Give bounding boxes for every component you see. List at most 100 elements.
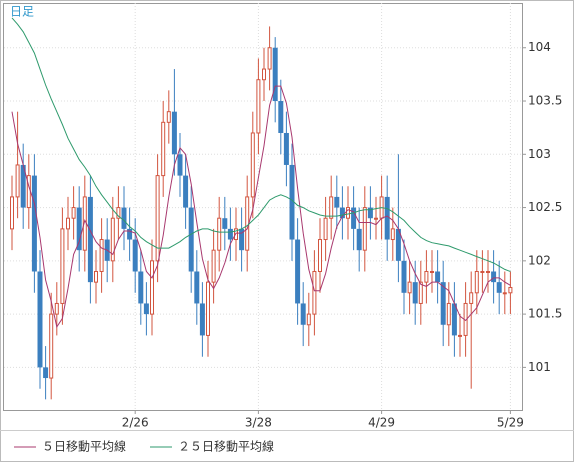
candle-body xyxy=(99,239,104,272)
candle-body xyxy=(132,239,138,272)
candle-body xyxy=(430,270,434,273)
candle-body xyxy=(31,175,37,272)
y-tick-label: 103.5 xyxy=(528,94,562,108)
candle-body xyxy=(351,207,357,229)
candle-body xyxy=(323,217,328,241)
candle-body xyxy=(480,270,485,273)
candle-body xyxy=(424,270,429,283)
candle-body xyxy=(446,302,451,326)
candle-body xyxy=(256,79,261,134)
candle-body xyxy=(508,286,513,294)
candle-body xyxy=(222,218,228,229)
candle-body xyxy=(356,228,362,251)
candle-body xyxy=(395,228,401,261)
candle-body xyxy=(227,228,233,240)
candle-body xyxy=(329,196,334,219)
candle-body xyxy=(66,217,70,230)
moving-average-line xyxy=(11,85,511,329)
plot-area xyxy=(3,3,523,411)
y-tick-label: 102.5 xyxy=(528,200,562,214)
candle-body xyxy=(412,282,418,304)
y-tick-label: 102 xyxy=(528,253,551,267)
candle-body xyxy=(110,217,115,262)
candle-body xyxy=(239,228,245,251)
candle-body xyxy=(54,302,59,315)
candle-body xyxy=(440,282,446,325)
moving-average-line xyxy=(11,17,511,272)
candle-body xyxy=(496,282,502,293)
candle-body xyxy=(435,271,441,283)
candle-body xyxy=(300,303,306,325)
candle-body xyxy=(171,111,177,155)
candle-body xyxy=(390,228,395,241)
candle-body xyxy=(283,132,289,165)
candle-body xyxy=(177,154,183,176)
candle-body xyxy=(217,217,222,251)
x-tick-label: 2/26 xyxy=(122,416,149,430)
candle-body xyxy=(211,249,216,283)
candle-body xyxy=(491,271,497,283)
y-tick-label: 103 xyxy=(528,147,551,161)
candle-body xyxy=(474,270,479,294)
candle-body xyxy=(60,228,65,304)
legend-label: ２５日移動平均線 xyxy=(178,439,274,454)
x-tick-label: 4/29 xyxy=(368,416,395,430)
y-tick-label: 104 xyxy=(528,40,551,54)
legend-label: ５日移動平均線 xyxy=(42,439,126,454)
candle-body xyxy=(295,239,301,304)
candle-body xyxy=(116,207,121,219)
candle-body xyxy=(20,164,26,208)
candle-body xyxy=(161,121,166,177)
candle-body xyxy=(10,196,14,230)
candle-body xyxy=(206,281,210,336)
candle-body xyxy=(451,303,457,336)
candle-body xyxy=(262,68,266,81)
x-tick-label: 3/28 xyxy=(245,416,272,430)
candle-body xyxy=(374,217,378,220)
candle-body xyxy=(138,271,144,304)
candle-body xyxy=(15,164,20,198)
candle-body xyxy=(194,271,200,304)
candle-body xyxy=(407,281,412,294)
candle-body xyxy=(339,207,345,219)
candle-body xyxy=(367,207,373,219)
candle-body xyxy=(37,271,43,368)
candle-body xyxy=(401,260,407,293)
candle-body xyxy=(87,196,93,283)
candle-body xyxy=(312,270,317,315)
candle-body xyxy=(272,47,278,102)
candle-body xyxy=(121,207,127,229)
candle-body xyxy=(49,313,54,379)
candle-body xyxy=(486,270,490,273)
candle-body xyxy=(418,281,423,304)
candle-body xyxy=(94,270,98,283)
candle-body xyxy=(166,111,171,123)
candle-body xyxy=(199,303,205,336)
candle-body xyxy=(502,292,507,295)
candle-body xyxy=(183,175,189,208)
candle-body xyxy=(469,292,474,304)
candle-body xyxy=(346,207,350,219)
candle-body xyxy=(234,228,238,241)
candle-body xyxy=(143,303,149,315)
candle-body xyxy=(362,207,367,251)
candle-body xyxy=(306,313,311,326)
candle-body xyxy=(289,164,295,240)
candle-body xyxy=(188,207,194,272)
candle-body xyxy=(318,239,322,272)
candle-body xyxy=(155,175,160,262)
candle-body xyxy=(334,196,340,208)
y-tick-label: 101 xyxy=(528,360,551,374)
candle-body xyxy=(384,196,390,240)
candle-body xyxy=(250,132,255,198)
y-tick-label: 101.5 xyxy=(528,307,562,321)
candle-body xyxy=(458,334,462,337)
candle-body xyxy=(278,101,284,133)
candle-body xyxy=(267,47,272,70)
candle-body xyxy=(150,260,154,315)
candle-body xyxy=(76,207,82,251)
x-tick-label: 5/29 xyxy=(497,416,524,430)
candle-body xyxy=(43,367,49,379)
chart-title: 日足 xyxy=(10,5,34,19)
